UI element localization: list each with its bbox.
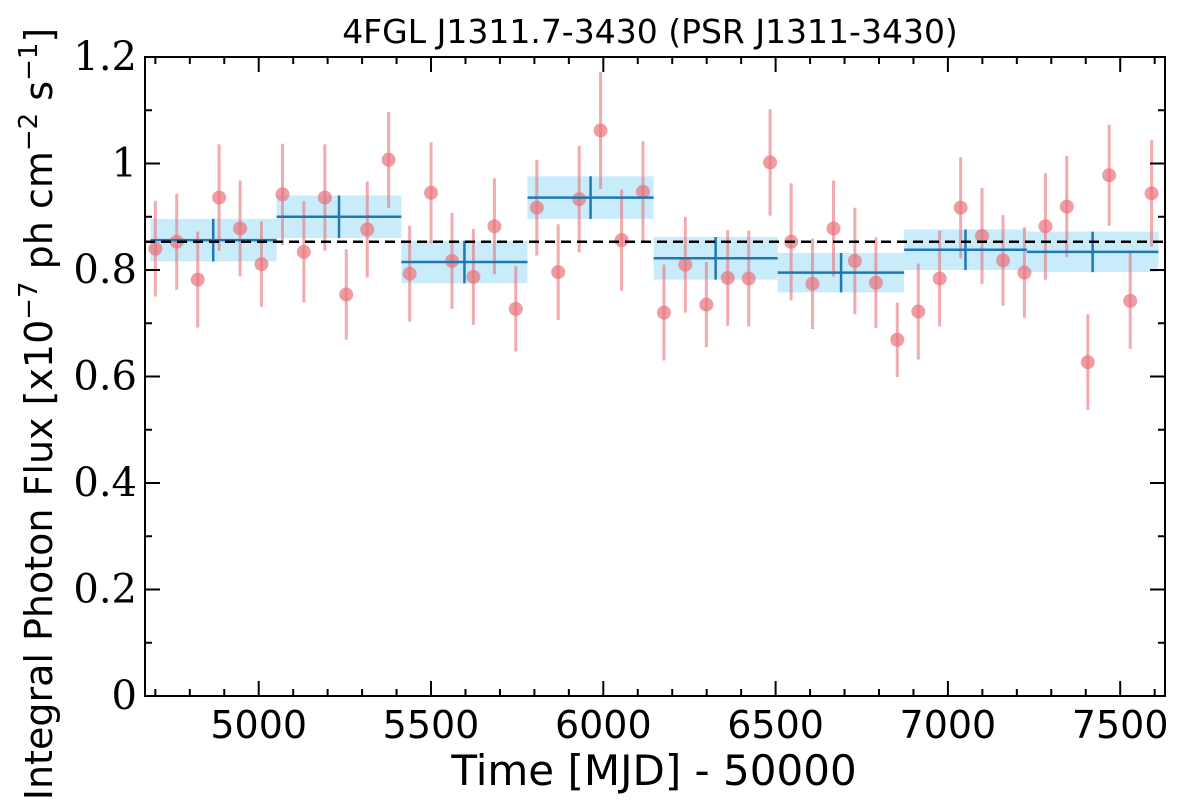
x-tick-label: 7000 [900,703,997,747]
flux-point [1123,293,1138,308]
flux-point [551,265,566,280]
y-tick-label: 0.2 [73,567,137,613]
flux-point [953,200,968,215]
flux-point [339,287,354,302]
x-tick-label: 7500 [1072,703,1169,747]
flux-point [932,271,947,286]
y-label-exp2: −2 [14,113,44,151]
flux-point [296,244,311,259]
flux-point [741,271,756,286]
flux-point [635,184,650,199]
flux-point [911,304,926,319]
flux-point [805,276,820,291]
flux-point [1038,219,1053,234]
y-label-mid: ph cm [17,151,61,281]
x-axis-label: Time [MJD] - 50000 [450,746,856,795]
y-label-exp1: −7 [14,281,44,319]
flux-point [996,253,1011,268]
y-axis-label: Integral Photon Flux [x10−7 ph cm−2 s−1] [14,28,61,800]
axis-ticks [145,56,1165,697]
flux-point [847,253,862,268]
y-tick-label: 0.8 [73,247,137,293]
flux-point [868,275,883,290]
flux-point [487,219,502,234]
y-tick-label: 0 [112,673,137,719]
flux-point [572,192,587,207]
flux-point [212,190,227,205]
flux-point [826,221,841,236]
flux-point [656,305,671,320]
plot-frame [144,56,1166,697]
y-tick-label: 0.4 [73,460,137,506]
flux-point [148,241,163,256]
flux-point [169,234,184,249]
x-tick-label: 5000 [210,703,307,747]
y-tick-label: 0.6 [73,354,137,400]
flux-point [360,222,375,237]
flux-point [720,270,735,285]
flux-point [424,185,439,200]
flux-point [1017,265,1032,280]
flux-points [148,71,1159,411]
flux-point [1080,355,1095,370]
y-label-exp3: −1 [14,43,44,81]
y-label-mid2: s [17,81,61,113]
x-tick-label: 6500 [727,703,824,747]
flux-point [890,332,905,347]
flux-point [1102,168,1117,183]
x-tick-label: 5500 [383,703,480,747]
bin-bands [150,176,1159,293]
x-tick-labels: 5000 5500 6000 6500 7000 7500 [210,703,1168,747]
y-label-suffix: ] [17,28,61,43]
flux-point [508,301,523,316]
flux-point [381,152,396,167]
flux-point [614,233,629,248]
flux-point [190,272,205,287]
flux-point [1144,186,1159,201]
flux-point [678,257,693,272]
x-tick-label: 6000 [555,703,652,747]
flux-point [593,123,608,138]
flux-point [466,269,481,284]
flux-point [275,187,290,202]
flux-point [233,221,248,236]
flux-point [1059,199,1074,214]
flux-point [317,190,332,205]
flux-point [529,200,544,215]
y-label-prefix: Integral Photon Flux [x10 [17,320,61,800]
flux-point [402,266,417,281]
y-tick-label: 1.2 [73,34,137,80]
y-tick-labels: 0 0.2 0.4 0.6 0.8 1 1.2 [73,34,137,719]
flux-point [763,155,778,170]
flux-point [254,257,269,272]
bin-fits [150,176,1159,293]
chart-title: 4FGL J1311.7-3430 (PSR J1311-3430) [342,12,958,51]
y-tick-label: 1 [112,141,137,187]
flux-point [975,228,990,243]
flux-point [699,297,714,312]
